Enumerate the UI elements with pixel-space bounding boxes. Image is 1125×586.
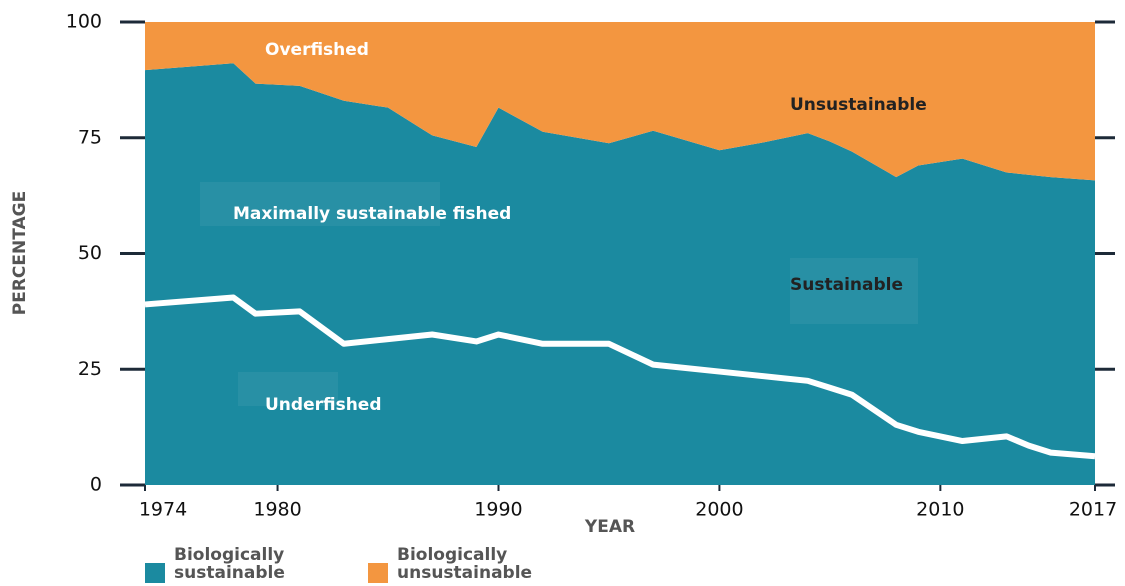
label-box [200,182,440,226]
legend-swatch [368,563,388,583]
y-axis-label: PERCENTAGE [10,191,30,315]
x-tick-label: 2000 [695,499,743,521]
y-tick-label: 25 [78,358,102,380]
x-tick-label: 1990 [474,499,522,521]
annotation: Sustainable [790,275,903,295]
annotation: Maximally sustainable fished [233,204,511,224]
area [145,22,1095,181]
legend-label: Biologically unsustainable [397,545,533,583]
label-box [790,258,918,324]
x-tick-label: 1980 [253,499,301,521]
label-box [238,372,338,406]
underfished-line [144,294,1096,460]
x-axis-label: YEAR [584,517,635,537]
x-tick-label: 1974 [139,499,187,521]
x-tick-label: 2010 [916,499,964,521]
y-tick-label: 0 [90,474,102,496]
y-tick-label: 50 [78,242,102,264]
annotation: Unsustainable [790,95,927,115]
area [145,63,1095,485]
legend-label: Biologically sustainable [174,545,285,583]
y-tick-label: 100 [66,11,102,33]
legend-swatch [145,563,165,583]
y-tick-label: 75 [78,126,102,148]
annotation: Overfished [265,40,369,60]
areas [145,22,1095,485]
annotation: Underfished [265,395,382,415]
x-tick-label: 2017 [1069,499,1117,521]
